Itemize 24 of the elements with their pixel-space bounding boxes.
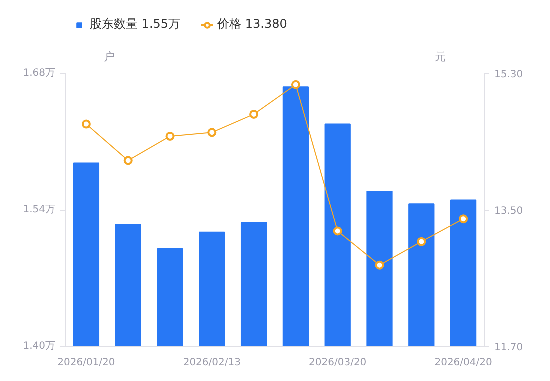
point [291, 80, 300, 90]
y2-tick-label: 13.50 [494, 206, 524, 217]
y-tick-label: 1.68万 [23, 68, 56, 79]
point [82, 120, 91, 129]
point [459, 214, 468, 224]
point [375, 260, 384, 270]
y-tick-label: 1.40万 [23, 341, 56, 352]
point [250, 110, 259, 119]
y2-tick-label: 11.70 [494, 342, 524, 354]
y2-axis-title: 元 [434, 50, 446, 64]
legend-label: 股东数量 1.55万 [90, 16, 181, 33]
x-tick-label: 2026/02/13 [183, 358, 241, 368]
x-tick-label: 2026/03/20 [309, 358, 367, 368]
point [333, 226, 342, 236]
x-tick-label: 2026/01/20 [58, 358, 116, 368]
point [124, 156, 133, 166]
y2-tick-label: 15.30 [494, 70, 524, 80]
point [417, 237, 426, 246]
point [166, 132, 175, 141]
x-tick-label: 2026/04/20 [434, 358, 492, 368]
y-tick-label: 1.54万 [23, 204, 56, 216]
legend-label: 价格 13.380 [218, 16, 288, 33]
point [208, 128, 217, 138]
y-axis-title: 户 [104, 50, 116, 64]
